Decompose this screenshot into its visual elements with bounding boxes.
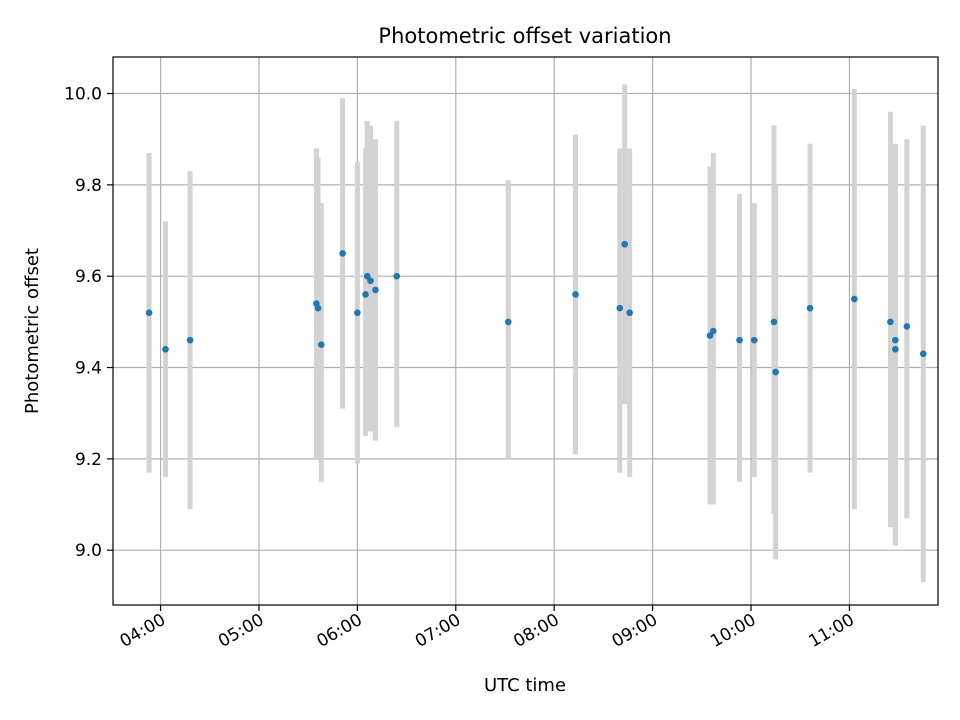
data-point [162,345,169,353]
data-point [706,332,714,339]
data-point [770,318,778,326]
y-tick-label: 9.4 [75,359,102,379]
data-point [186,336,194,344]
data-point [806,304,814,312]
x-tick-label: 10:00 [707,610,759,652]
y-tick-label: 10.0 [64,85,102,105]
data-points [145,240,927,376]
data-point [919,350,927,358]
x-axis-ticks: 04:00 05:00 06:00 07:00 08:00 09:00 10:00 11:00 [117,605,858,652]
x-tick-label: 11:00 [805,610,857,652]
x-tick-label: 07:00 [412,610,464,652]
data-point [363,272,371,280]
data-point [887,318,894,326]
data-point [372,286,379,294]
data-point [504,318,512,326]
data-point [892,336,899,344]
plot-background [113,57,938,605]
y-tick-label: 9.6 [75,267,102,287]
data-point [339,250,346,257]
data-point [393,272,401,280]
data-point [616,304,624,312]
plot-frame [112,56,939,606]
x-axis-label: UTC time [484,675,566,696]
data-point [851,295,858,303]
data-point [621,240,629,248]
data-point [367,277,374,285]
y-axis-label: Photometric offset [22,248,43,414]
x-tick-label: 06:00 [313,610,365,652]
data-point [751,336,758,344]
data-point [318,341,325,349]
y-tick-label: 9.8 [75,176,102,196]
x-tick-label: 04:00 [117,610,169,652]
y-axis-ticks: 9.0 9.2 9.4 9.6 9.8 10.0 [64,85,113,561]
chart-title: Photometric offset variation [378,24,671,48]
x-tick-label: 05:00 [215,610,267,652]
data-point [314,304,322,312]
data-point [892,345,899,353]
x-tick-label: 08:00 [510,610,562,652]
grid-lines [113,57,938,605]
x-tick-label: 09:00 [609,610,661,652]
data-point [736,336,743,344]
data-point [626,309,633,317]
y-tick-label: 9.2 [75,450,102,470]
data-point [903,323,911,330]
data-point [772,368,779,376]
data-point [145,309,153,317]
data-point [354,309,361,317]
data-point [709,327,717,335]
data-point [362,291,369,298]
data-point [572,291,579,298]
y-tick-label: 9.0 [75,541,102,561]
